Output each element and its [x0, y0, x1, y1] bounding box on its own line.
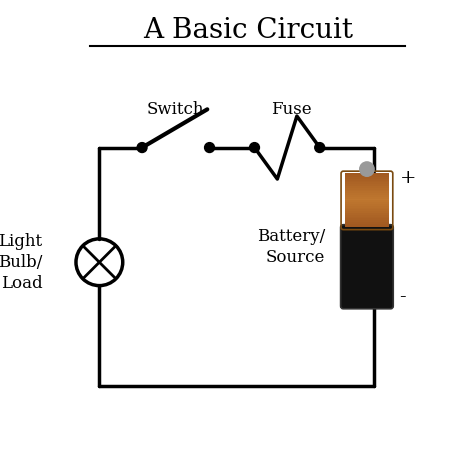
Bar: [345, 215, 389, 217]
Bar: [345, 197, 389, 199]
Bar: [345, 224, 389, 226]
Bar: [345, 226, 389, 228]
Bar: [345, 188, 389, 190]
Bar: [345, 207, 389, 209]
Bar: [345, 190, 389, 191]
Bar: [345, 222, 389, 224]
Bar: [345, 186, 389, 188]
Text: Fuse: Fuse: [271, 101, 312, 118]
Circle shape: [360, 162, 374, 176]
Circle shape: [137, 143, 147, 153]
FancyBboxPatch shape: [341, 225, 393, 309]
Text: -: -: [400, 288, 406, 306]
Bar: [345, 173, 389, 175]
Bar: [345, 179, 389, 181]
Bar: [345, 200, 389, 202]
Circle shape: [249, 143, 259, 153]
Bar: [345, 218, 389, 220]
Bar: [345, 199, 389, 200]
Text: +: +: [400, 169, 416, 187]
Text: Battery/
Source: Battery/ Source: [257, 228, 325, 266]
Bar: [345, 191, 389, 193]
Bar: [345, 195, 389, 197]
Bar: [345, 184, 389, 186]
Bar: [345, 217, 389, 218]
Bar: [345, 193, 389, 195]
Circle shape: [315, 143, 325, 153]
Bar: [345, 175, 389, 177]
Bar: [345, 204, 389, 206]
Text: A Basic Circuit: A Basic Circuit: [143, 17, 353, 44]
Bar: [345, 220, 389, 222]
Bar: [345, 202, 389, 204]
Text: Switch: Switch: [147, 101, 205, 118]
Bar: [345, 213, 389, 215]
Bar: [345, 206, 389, 207]
Bar: [345, 181, 389, 182]
Text: Light
Bulb/
Load: Light Bulb/ Load: [0, 233, 42, 292]
Bar: [345, 211, 389, 213]
Bar: [345, 182, 389, 184]
Circle shape: [205, 143, 214, 153]
Bar: [345, 177, 389, 179]
Bar: [345, 209, 389, 211]
